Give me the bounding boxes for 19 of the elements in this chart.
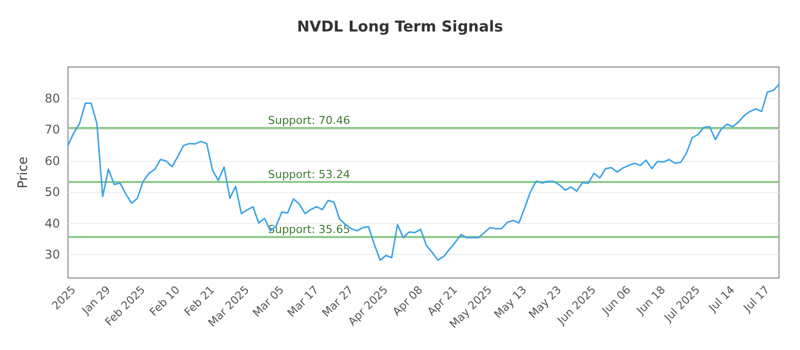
x-tick-label: Apr 08 [390, 283, 426, 318]
x-tick-label: Jul 17 [740, 283, 772, 316]
ref-line-label: Support: 53.24 [268, 168, 350, 181]
y-tick-label: 40 [44, 216, 60, 230]
y-tick-label: 70 [44, 122, 60, 137]
x-tick-label: Jun 06 [598, 283, 634, 318]
y-axis-title: Price [16, 156, 31, 188]
y-tick-label: 30 [44, 248, 60, 262]
y-tick-label: 80 [44, 91, 60, 106]
y-tick-label: 50 [44, 185, 60, 200]
x-tick-label: Jul 14 [706, 283, 738, 316]
ref-line-label: Support: 35.65 [268, 222, 350, 236]
chart-title: NVDL Long Term Signals [296, 18, 504, 36]
x-tick-label: Mar 17 [284, 283, 322, 320]
ref-line-label: Support: 70.46 [268, 114, 350, 128]
y-tick-label: 60 [44, 154, 60, 168]
line-series [67, 84, 780, 261]
x-tick-label: Mar 05 [250, 283, 286, 320]
x-tick-label: Feb 10 [147, 283, 182, 319]
